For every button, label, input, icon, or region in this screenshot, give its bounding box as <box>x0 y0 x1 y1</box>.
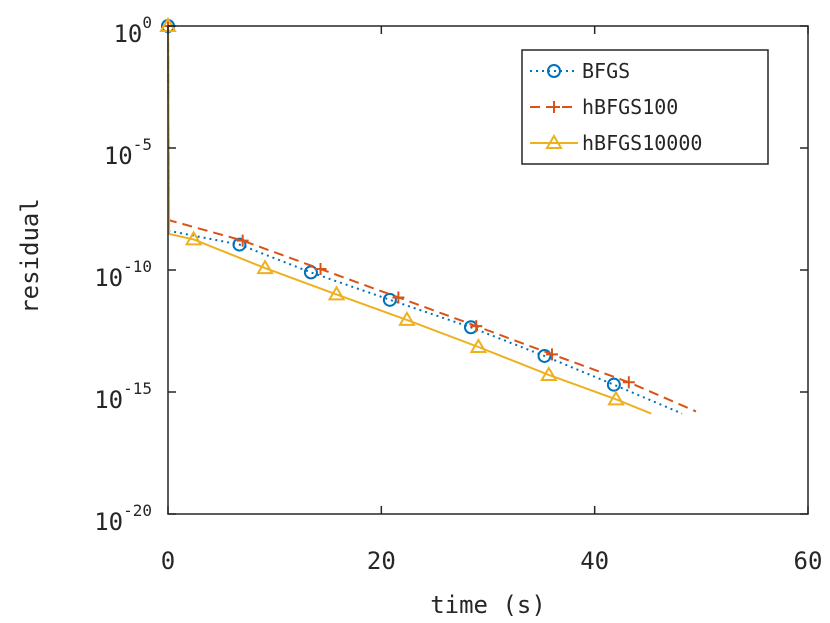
data-point-circle <box>537 348 552 363</box>
x-tick-label: 60 <box>794 547 823 575</box>
data-point-triangle <box>607 390 625 406</box>
legend-marker-plus <box>548 101 560 113</box>
data-point-circle <box>232 237 247 252</box>
data-point-plus <box>622 376 635 389</box>
x-tick-label: 20 <box>367 547 396 575</box>
data-point-plus <box>470 320 483 333</box>
legend-label: BFGS <box>582 59 630 83</box>
data-point-triangle <box>184 230 203 246</box>
legend-marker-triangle <box>545 134 563 149</box>
series-line <box>167 25 652 415</box>
series-hbfgs10000 <box>159 17 652 415</box>
legend-item-hbfgs100: hBFGS100 <box>530 95 678 119</box>
x-axis-label: time (s) <box>430 591 546 619</box>
legend-item-bfgs: BFGS <box>530 59 630 83</box>
y-tick-label: 10-10 <box>94 257 152 292</box>
series-layer <box>159 17 697 415</box>
legend: BFGS hBFGS100 hBFGS10000 <box>521 49 769 165</box>
data-point-triangle <box>327 285 346 301</box>
data-point-triangle <box>256 259 274 275</box>
ticks-layer: 0 20 40 60 10-20 10-15 10-10 10-5 100 <box>94 13 822 575</box>
y-tick-label: 10-20 <box>94 501 152 536</box>
data-point-plus <box>314 262 327 275</box>
x-tick-label: 40 <box>580 547 609 575</box>
data-point-triangle <box>540 365 558 381</box>
legend-label: hBFGS10000 <box>582 131 702 155</box>
y-axis-label: residual <box>16 198 44 314</box>
y-tick-label: 10-15 <box>94 379 152 414</box>
legend-marker-circle <box>547 64 561 78</box>
legend-label: hBFGS100 <box>582 95 678 119</box>
data-point-plus <box>236 234 249 247</box>
x-tick-label: 0 <box>161 547 175 575</box>
data-point-circle <box>382 292 397 307</box>
data-point-triangle <box>398 310 416 326</box>
data-point-triangle <box>469 337 488 353</box>
data-point-plus <box>546 348 558 361</box>
legend-item-hbfgs10000: hBFGS10000 <box>530 131 702 155</box>
data-point-circle <box>606 377 621 392</box>
y-tick-label: 100 <box>113 13 152 48</box>
y-tick-label: 10-5 <box>104 135 152 170</box>
data-point-plus <box>392 291 405 304</box>
